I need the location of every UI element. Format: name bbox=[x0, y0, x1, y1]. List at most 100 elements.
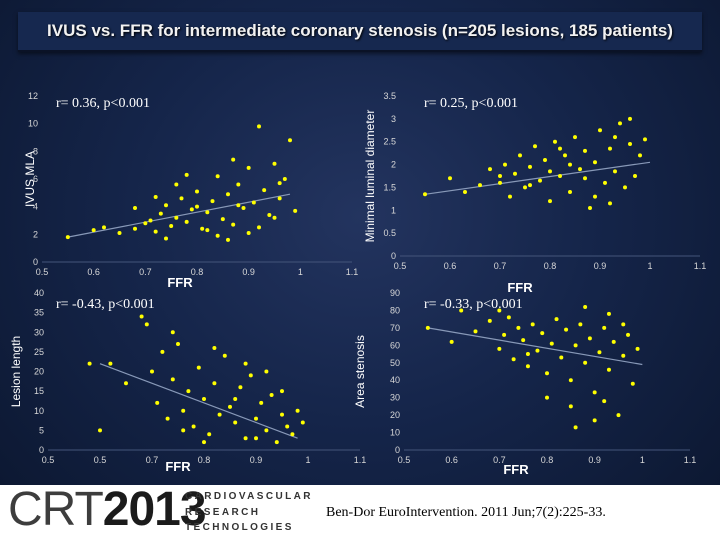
data-point bbox=[254, 416, 258, 421]
data-point bbox=[513, 171, 517, 176]
data-point bbox=[602, 399, 607, 404]
data-point bbox=[506, 315, 511, 320]
y-tick-label: 40 bbox=[34, 288, 44, 298]
data-point bbox=[124, 381, 128, 386]
x-tick-label: 0.6 bbox=[444, 261, 457, 271]
footer-bar bbox=[0, 485, 720, 540]
data-point bbox=[153, 194, 158, 199]
data-point bbox=[274, 440, 279, 445]
x-tick-label: 1 bbox=[647, 261, 652, 271]
x-tick-label: 0.5 bbox=[42, 455, 55, 465]
data-point bbox=[528, 164, 532, 169]
x-tick-label: 0.5 bbox=[398, 455, 411, 465]
data-point bbox=[262, 188, 267, 193]
data-point bbox=[98, 428, 102, 433]
x-tick-label: 1 bbox=[298, 267, 303, 277]
data-point bbox=[222, 353, 227, 358]
data-point bbox=[243, 361, 248, 366]
chart-minimal-luminal-diameter: 00.511.522.533.50.5 0.6 0.7 0.8 0.9 1 1.1FFRMi… bbox=[363, 91, 706, 295]
y-tick-label: 0 bbox=[395, 445, 400, 455]
data-point bbox=[478, 183, 482, 188]
crt-logo-year: 2013 bbox=[102, 483, 207, 536]
data-point bbox=[549, 341, 554, 346]
data-point bbox=[613, 169, 617, 174]
data-point bbox=[293, 208, 298, 213]
data-point bbox=[205, 228, 210, 233]
trend-line bbox=[67, 193, 291, 238]
x-tick-label: 0.8 bbox=[541, 455, 554, 465]
x-tick-label: 0.8 bbox=[544, 261, 557, 271]
data-point bbox=[425, 325, 430, 330]
data-point bbox=[611, 339, 616, 344]
data-point bbox=[525, 352, 530, 357]
x-tick-label: 1.1 bbox=[346, 267, 359, 277]
data-point bbox=[592, 390, 597, 395]
data-point bbox=[516, 325, 521, 330]
data-point bbox=[583, 148, 587, 153]
data-point bbox=[518, 153, 522, 158]
data-point bbox=[243, 436, 248, 441]
data-point bbox=[528, 183, 532, 188]
data-point bbox=[543, 158, 547, 162]
data-point bbox=[573, 425, 578, 430]
data-point bbox=[164, 203, 168, 208]
x-tick-label: 0.7 bbox=[493, 455, 506, 465]
data-point bbox=[264, 428, 269, 433]
x-axis-label: FFR bbox=[165, 459, 191, 474]
data-point bbox=[598, 128, 602, 133]
data-point bbox=[540, 331, 545, 336]
crt-logo: CRT2013 bbox=[8, 483, 207, 536]
data-point bbox=[174, 182, 179, 187]
data-point bbox=[503, 162, 507, 167]
x-tick-label: 0.8 bbox=[191, 267, 204, 277]
x-tick-label: 0.9 bbox=[594, 261, 607, 271]
data-point bbox=[643, 137, 647, 142]
data-point bbox=[205, 210, 210, 215]
y-tick-label: 12 bbox=[28, 91, 38, 101]
data-point bbox=[241, 206, 246, 211]
crt-logo-letters: CRT bbox=[8, 483, 104, 536]
data-point bbox=[233, 420, 238, 425]
data-point bbox=[181, 428, 186, 433]
data-point bbox=[511, 357, 516, 362]
data-point bbox=[592, 418, 597, 423]
data-point bbox=[189, 207, 194, 212]
y-tick-label: 4 bbox=[33, 202, 38, 212]
crt-logo-line: TECHNOLOGIES bbox=[185, 522, 294, 533]
data-point bbox=[272, 215, 277, 220]
data-point bbox=[184, 219, 189, 224]
data-point bbox=[153, 229, 158, 234]
x-tick-label: 1 bbox=[305, 455, 310, 465]
data-point bbox=[170, 330, 175, 335]
data-point bbox=[568, 190, 572, 194]
data-point bbox=[498, 174, 502, 178]
crt-logo-subtitle: CARDIOVASCULAR RESEARCH TECHNOLOGIES bbox=[185, 489, 313, 536]
data-point bbox=[578, 322, 583, 327]
data-point bbox=[236, 203, 241, 208]
data-point bbox=[148, 218, 153, 223]
data-point bbox=[573, 135, 577, 140]
data-point bbox=[155, 400, 160, 405]
data-point bbox=[290, 432, 295, 437]
data-point bbox=[563, 153, 567, 158]
data-point bbox=[621, 353, 626, 358]
data-point bbox=[144, 322, 149, 327]
data-point bbox=[423, 192, 427, 197]
data-point bbox=[583, 360, 588, 365]
x-tick-label: 1.1 bbox=[684, 455, 697, 465]
data-point bbox=[248, 373, 253, 378]
data-point bbox=[220, 217, 225, 222]
data-point bbox=[87, 361, 92, 366]
data-point bbox=[606, 311, 611, 316]
data-point bbox=[117, 230, 122, 235]
data-point bbox=[626, 332, 631, 337]
crt-logo-line: CARDIOVASCULAR bbox=[185, 491, 313, 502]
data-point bbox=[196, 365, 201, 370]
data-point bbox=[186, 389, 191, 394]
data-point bbox=[238, 385, 243, 390]
data-point bbox=[530, 322, 535, 327]
data-point bbox=[502, 332, 507, 337]
y-tick-label: 1 bbox=[391, 205, 396, 215]
data-point bbox=[195, 204, 199, 209]
data-point bbox=[587, 336, 592, 341]
